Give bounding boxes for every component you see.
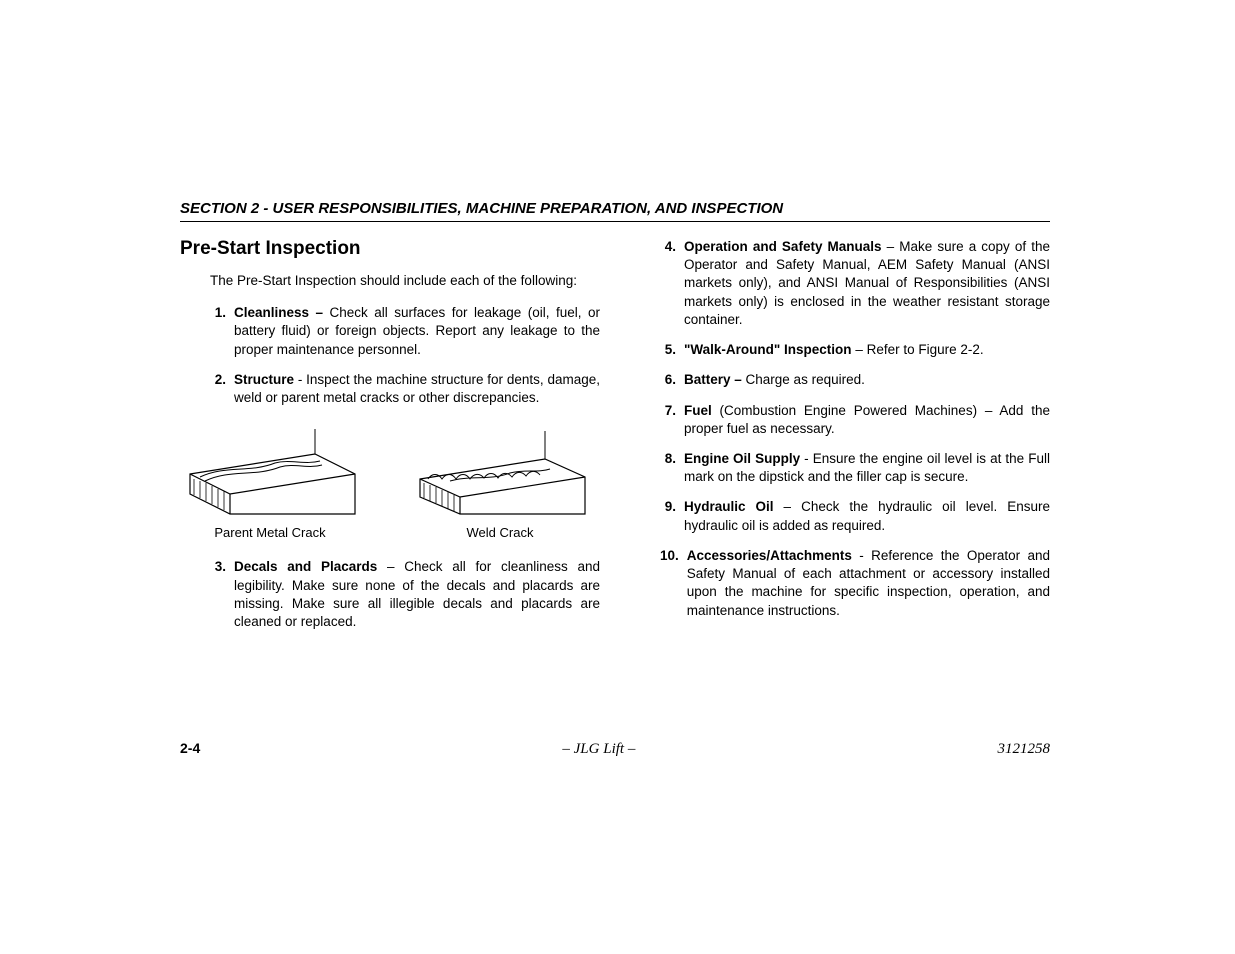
list-item: 5. "Walk-Around" Inspection – Refer to F… [660,341,1050,359]
list-item: 1. Cleanliness – Check all surfaces for … [210,304,600,359]
item-bold: Hydraulic Oil [684,499,774,514]
right-column: 4. Operation and Safety Manuals – Make s… [630,238,1050,643]
list-item: 10. Accessories/Attachments - Reference … [660,547,1050,620]
item-text: – Refer to Figure 2-2. [852,342,984,357]
left-column: Pre-Start Inspection The Pre-Start Inspe… [180,238,600,643]
weld-crack-icon [410,419,590,519]
item-bold: Engine Oil Supply [684,451,800,466]
item-number: 2. [210,371,234,407]
page-number: 2-4 [180,740,200,756]
item-text: Charge as required. [742,372,865,387]
item-body: "Walk-Around" Inspection – Refer to Figu… [684,341,1050,359]
list-item: 8. Engine Oil Supply - Ensure the engine… [660,450,1050,486]
item-body: Cleanliness – Check all surfaces for lea… [234,304,600,359]
figure-caption: Parent Metal Crack [180,525,360,540]
item-body: Hydraulic Oil – Check the hydraulic oil … [684,498,1050,534]
weld-crack-block: Weld Crack [410,419,590,540]
item-number: 6. [660,371,684,389]
item-number: 9. [660,498,684,534]
item-number: 10. [660,547,687,620]
list-item: 7. Fuel (Combustion Engine Powered Machi… [660,402,1050,438]
inspection-list-right: 4. Operation and Safety Manuals – Make s… [660,238,1050,620]
item-bold: Structure [234,372,294,387]
parent-metal-crack-block: Parent Metal Crack [180,419,360,540]
two-column-layout: Pre-Start Inspection The Pre-Start Inspe… [180,238,1050,643]
item-bold: Fuel [684,403,712,418]
item-number: 7. [660,402,684,438]
item-number: 1. [210,304,234,359]
footer-center-text: – JLG Lift – [562,741,635,758]
item-bold: Decals and Placards [234,559,377,574]
list-item: 3. Decals and Placards – Check all for c… [210,558,600,631]
document-number: 3121258 [997,741,1050,758]
item-number: 3. [210,558,234,631]
item-number: 8. [660,450,684,486]
item-bold: Cleanliness – [234,305,323,320]
page-footer: 2-4 – JLG Lift – 3121258 [180,740,1050,758]
item-body: Operation and Safety Manuals – Make sure… [684,238,1050,329]
inspection-list-left-continued: 3. Decals and Placards – Check all for c… [210,558,600,631]
intro-paragraph: The Pre-Start Inspection should include … [210,272,600,290]
item-text: (Combustion Engine Powered Machines) – A… [684,403,1050,436]
section-header: SECTION 2 - USER RESPONSIBILITIES, MACHI… [180,200,1050,222]
crack-figure: Parent Metal Crack [180,419,600,540]
list-item: 6. Battery – Charge as required. [660,371,1050,389]
item-bold: Operation and Safety Manuals [684,239,882,254]
page-content: SECTION 2 - USER RESPONSIBILITIES, MACHI… [180,200,1050,643]
parent-metal-crack-icon [180,419,360,519]
item-body: Accessories/Attachments - Reference the … [687,547,1050,620]
item-body: Engine Oil Supply - Ensure the engine oi… [684,450,1050,486]
item-body: Decals and Placards – Check all for clea… [234,558,600,631]
list-item: 4. Operation and Safety Manuals – Make s… [660,238,1050,329]
page-title: Pre-Start Inspection [180,238,600,260]
item-number: 4. [660,238,684,329]
item-bold: "Walk-Around" Inspection [684,342,852,357]
item-body: Fuel (Combustion Engine Powered Machines… [684,402,1050,438]
item-number: 5. [660,341,684,359]
item-bold: Battery – [684,372,742,387]
item-body: Structure - Inspect the machine structur… [234,371,600,407]
item-body: Battery – Charge as required. [684,371,1050,389]
inspection-list-left: 1. Cleanliness – Check all surfaces for … [210,304,600,407]
list-item: 9. Hydraulic Oil – Check the hydraulic o… [660,498,1050,534]
list-item: 2. Structure - Inspect the machine struc… [210,371,600,407]
item-bold: Accessories/Attachments [687,548,852,563]
figure-caption: Weld Crack [410,525,590,540]
